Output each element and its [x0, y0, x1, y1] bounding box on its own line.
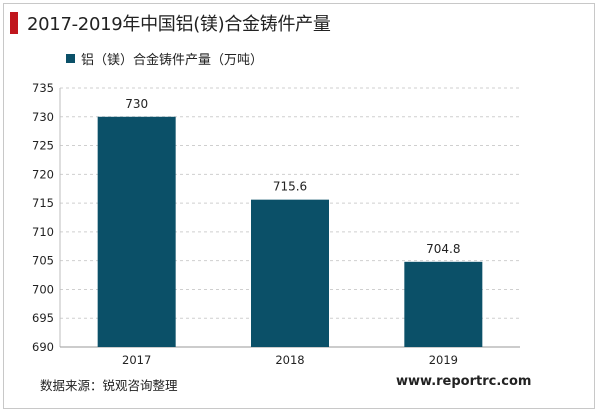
labels: 730 2017 715.6 2018 704.8 2019	[122, 97, 460, 367]
y-tick-label: 720	[32, 167, 54, 181]
y-tick-label: 735	[32, 81, 54, 95]
x-tick-label: 2017	[122, 353, 151, 367]
y-tick-label: 695	[32, 311, 54, 325]
data-label: 704.8	[426, 242, 460, 256]
y-tick-label: 705	[32, 254, 54, 268]
website-url: www.reportrc.com	[396, 374, 532, 389]
y-tick-label: 690	[32, 340, 54, 354]
y-tick-label: 730	[32, 110, 54, 124]
y-tick-label: 710	[32, 225, 54, 239]
source-note: 数据来源：锐观咨询整理	[40, 378, 178, 393]
chart-title: 2017-2019年中国铝(镁)合金铸件产量	[27, 14, 331, 35]
bar	[97, 116, 176, 348]
legend-swatch	[66, 54, 75, 63]
bar	[251, 199, 329, 347]
bars	[97, 116, 483, 348]
x-tick-label: 2018	[275, 353, 304, 367]
data-label: 715.6	[273, 180, 307, 194]
y-tick-label: 725	[32, 139, 54, 153]
y-tick-label: 715	[32, 196, 54, 210]
x-tick-label: 2019	[429, 353, 458, 367]
legend: 铝（镁）合金铸件产量（万吨）	[66, 49, 263, 68]
bar	[404, 261, 483, 347]
title-accent-bar	[10, 12, 18, 34]
legend-label: 铝（镁）合金铸件产量（万吨）	[81, 53, 264, 68]
y-tick-label: 700	[32, 282, 54, 296]
data-label: 730	[125, 97, 148, 111]
